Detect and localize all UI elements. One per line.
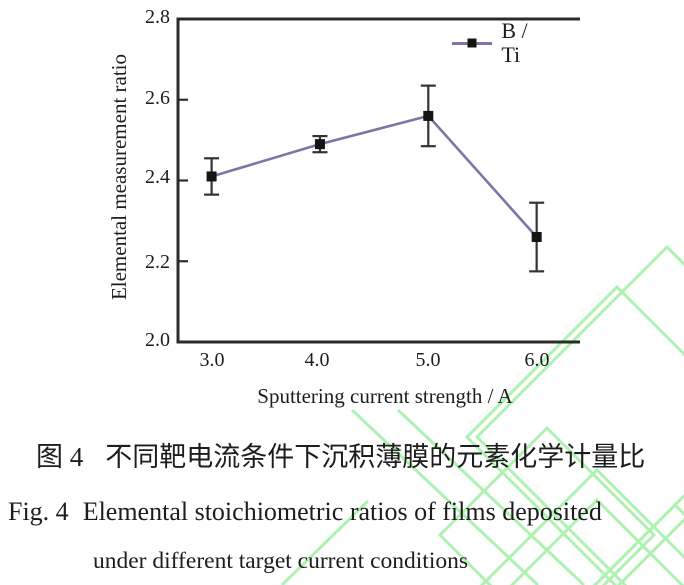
- data-point-marker: [423, 110, 434, 121]
- x-tick-label: 5.0: [415, 349, 441, 371]
- data-point-marker: [531, 232, 542, 243]
- legend-label: B / Ti: [501, 18, 528, 67]
- y-axis-title: Elemental measurement ratio: [107, 53, 131, 301]
- caption-zh-number: 图 4: [36, 442, 84, 472]
- data-point-marker: [314, 139, 325, 150]
- x-tick-label: 6.0: [524, 349, 550, 371]
- caption-en-text1: Elemental stoichiometric ratios of films…: [82, 497, 602, 526]
- caption-en-text2: under different target current condition…: [93, 548, 469, 574]
- caption-chinese: 图 4 不同靶电流条件下沉积薄膜的元素化学计量比: [36, 440, 645, 474]
- y-tick-label: 2.0: [145, 329, 170, 351]
- y-tick-label: 2.4: [145, 166, 170, 188]
- caption-en-number: Fig. 4: [8, 497, 69, 526]
- caption-english-line1: Fig. 4 Elemental stoichiometric ratios o…: [8, 496, 602, 528]
- legend: B / Ti: [452, 19, 537, 67]
- caption-english-line2: under different target current condition…: [93, 546, 468, 576]
- data-point-marker: [206, 171, 217, 182]
- x-axis-title: Sputtering current strength / A: [257, 384, 513, 408]
- x-tick-label: 4.0: [304, 349, 330, 371]
- legend-square-marker-icon: [467, 38, 477, 48]
- y-tick-label: 2.6: [145, 87, 170, 109]
- y-tick-label: 2.2: [145, 251, 170, 273]
- caption-zh-text: 不同靶电流条件下沉积薄膜的元素化学计量比: [105, 442, 646, 472]
- x-tick-label: 3.0: [199, 349, 225, 371]
- legend-line-sample: [452, 38, 493, 48]
- y-tick-label: 2.8: [145, 6, 170, 28]
- plot-canvas: [176, 17, 580, 344]
- data-line: [211, 114, 538, 238]
